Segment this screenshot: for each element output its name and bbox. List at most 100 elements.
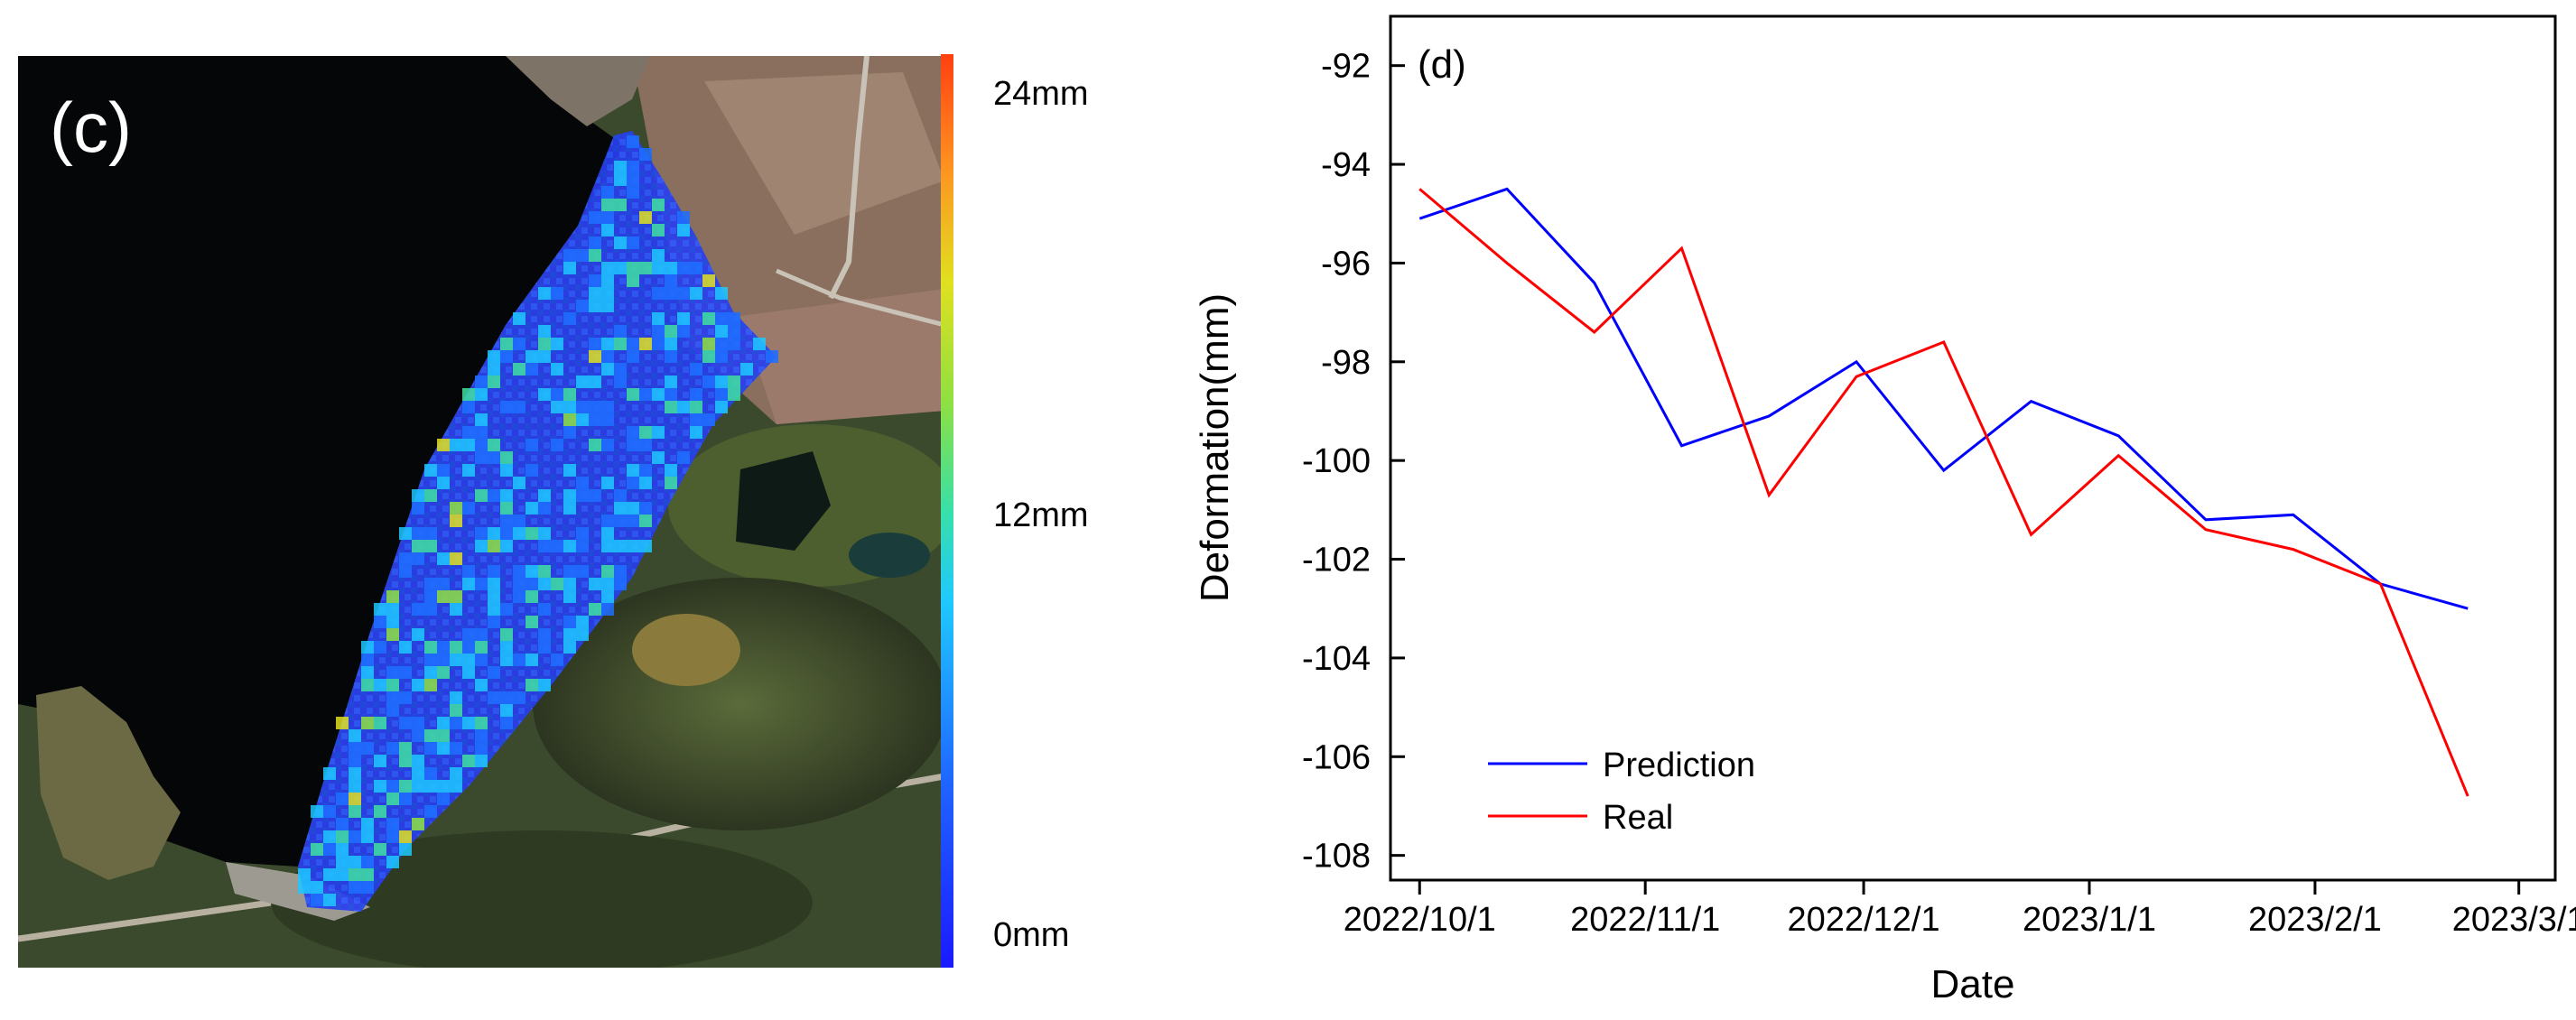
- deformation-pixel: [298, 868, 311, 881]
- deformation-pixel: [639, 540, 652, 552]
- deformation-pixel: [424, 729, 437, 742]
- deformation-pixel: [538, 388, 551, 401]
- y-tick-label: -100: [1302, 442, 1371, 480]
- deformation-pixel: [488, 691, 500, 704]
- deformation-pixel: [513, 691, 525, 704]
- deformation-pixel: [627, 350, 639, 363]
- deformation-pixel: [412, 527, 424, 540]
- deformation-pixel: [424, 489, 437, 502]
- colorbar-mid-label: 12mm: [993, 496, 1089, 534]
- deformation-pixel: [475, 489, 488, 502]
- deformation-pixel: [361, 654, 374, 666]
- deformation-pixel: [462, 426, 475, 439]
- deformation-pixel: [361, 881, 374, 894]
- deformation-pixel: [627, 464, 639, 477]
- colorbar-gradient: [941, 54, 953, 968]
- deformation-pixel: [563, 628, 576, 641]
- deformation-pixel: [500, 691, 513, 704]
- deformation-pixel: [601, 224, 614, 236]
- deformation-pixel: [399, 755, 412, 767]
- series-line-prediction: [1418, 187, 2469, 610]
- deformation-pixel: [614, 199, 627, 211]
- deformation-pixel: [437, 729, 450, 742]
- deformation-pixel: [601, 287, 614, 300]
- deformation-pixel: [349, 793, 361, 805]
- deformation-pixel: [551, 287, 563, 300]
- deformation-pixel: [601, 527, 614, 540]
- deformation-pixel: [323, 830, 336, 843]
- deformation-pixel: [374, 679, 386, 691]
- field-patch: [740, 289, 944, 424]
- deformation-pixel: [589, 236, 601, 249]
- deformation-pixel: [450, 691, 462, 704]
- deformation-pixel: [525, 616, 538, 628]
- deformation-pixel: [525, 527, 538, 540]
- road: [828, 56, 870, 300]
- deformation-pixel: [475, 641, 488, 654]
- deformation-pixel: [563, 641, 576, 654]
- deformation-pixel: [488, 616, 500, 628]
- deformation-pixel: [627, 236, 639, 249]
- deformation-pixel: [652, 287, 665, 300]
- deformation-pixel: [513, 477, 525, 489]
- deformation-pixel: [538, 502, 551, 515]
- deformation-pixel: [386, 679, 399, 691]
- forest-area: [271, 830, 813, 968]
- deformation-pixel: [702, 338, 715, 350]
- deformation-pixel: [627, 173, 639, 186]
- deformation-pixel: [665, 464, 677, 477]
- deformation-pixel: [563, 489, 576, 502]
- deformation-pixel: [576, 477, 589, 489]
- deformation-pixel: [563, 540, 576, 552]
- deformation-pixel: [374, 641, 386, 654]
- deformation-pixel: [589, 376, 601, 388]
- deformation-pixel: [551, 578, 563, 590]
- panel-c-label: (c): [50, 88, 132, 167]
- deformation-pixel: [349, 868, 361, 881]
- deformation-pixel: [336, 856, 349, 868]
- deformation-pixel: [386, 830, 399, 843]
- y-tick-label: -92: [1321, 48, 1371, 86]
- deformation-pixel: [424, 641, 437, 654]
- deformation-pixel: [437, 780, 450, 793]
- road: [776, 268, 944, 328]
- deformation-pixel: [665, 401, 677, 413]
- deformation-pixel: [601, 199, 614, 211]
- deformation-pixel: [627, 262, 639, 274]
- deformation-pixel: [525, 464, 538, 477]
- deformation-pixel: [652, 262, 665, 274]
- deformation-pixel: [424, 590, 437, 603]
- deformation-pixel: [424, 679, 437, 691]
- deformation-pixel: [576, 540, 589, 552]
- deformation-pixel: [715, 338, 728, 350]
- deformation-pixel: [488, 590, 500, 603]
- deformation-pixel: [361, 830, 374, 843]
- deformation-pixel: [500, 603, 513, 616]
- deformation-pixel: [601, 186, 614, 199]
- deformation-pixel: [437, 641, 450, 654]
- deformation-pixel: [601, 300, 614, 312]
- deformation-pixel: [399, 742, 412, 755]
- deformation-pixel: [386, 704, 399, 717]
- deformation-pixel: [702, 350, 715, 363]
- deformation-pixel: [702, 312, 715, 325]
- deformation-pixel: [361, 717, 374, 729]
- deformation-pixel: [538, 565, 551, 578]
- colorbar-max-label: 24mm: [993, 75, 1089, 113]
- legend-prediction-label: Prediction: [1603, 746, 1755, 784]
- deformation-pixel: [563, 388, 576, 401]
- deformation-pixel: [412, 780, 424, 793]
- deformation-pixel: [349, 742, 361, 755]
- deformation-pixel: [677, 211, 690, 224]
- deformation-pixel: [450, 742, 462, 755]
- deformation-pixel: [665, 262, 677, 274]
- deformation-pixel: [627, 274, 639, 287]
- deformation-pixel: [513, 338, 525, 350]
- deformation-pixel: [386, 742, 399, 755]
- deformation-pixel: [475, 755, 488, 767]
- deformation-pixel: [601, 262, 614, 274]
- deformation-pixel: [614, 262, 627, 274]
- deformation-pixel: [311, 894, 323, 906]
- deformation-pixel: [361, 868, 374, 881]
